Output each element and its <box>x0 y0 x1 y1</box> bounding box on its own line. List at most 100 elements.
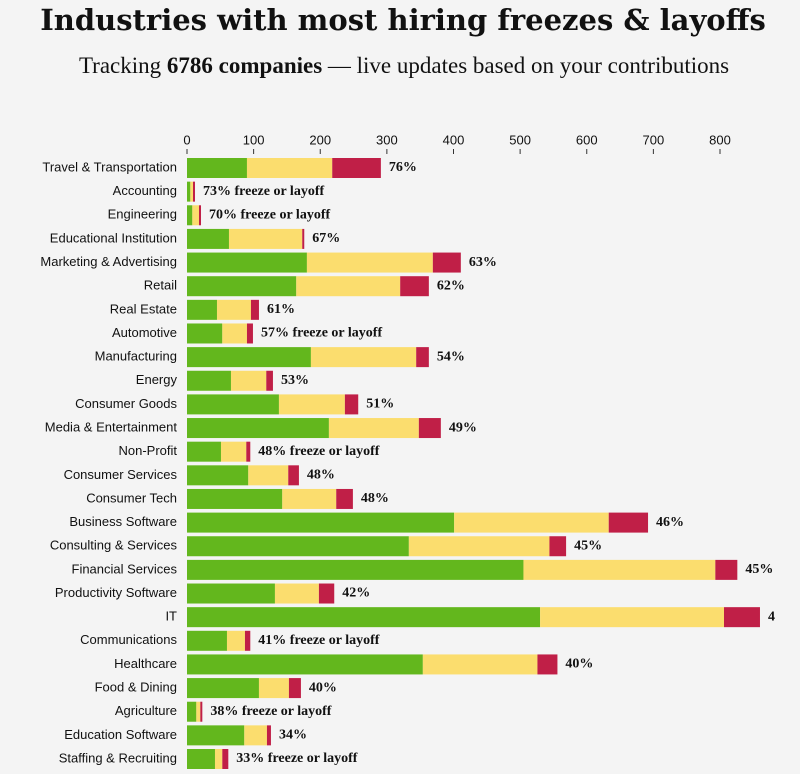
y-tick-label: Food & Dining <box>95 680 177 695</box>
y-tick-label: Financial Services <box>72 561 178 576</box>
bar-segment <box>214 749 223 769</box>
bar-segment <box>266 370 273 391</box>
bar-segment <box>723 607 760 628</box>
bar-segment <box>187 465 249 486</box>
bar-segment <box>187 536 409 557</box>
bar-label: 70% freeze or layoff <box>209 207 330 222</box>
bar-label: 38% freeze or layoff <box>210 704 331 719</box>
y-tick-label: Engineering <box>108 207 177 222</box>
bar-segment <box>187 441 221 462</box>
bar-label: 76% <box>389 160 417 175</box>
bar-segment <box>422 654 538 675</box>
bar-label: 62% <box>437 278 465 293</box>
bar-segment <box>715 559 738 580</box>
bar-segment <box>192 181 195 202</box>
chart-title: Industries with most hiring freezes & la… <box>40 3 766 37</box>
bar-segment <box>230 370 267 391</box>
x-tick-label: 700 <box>643 132 665 147</box>
bar-segment <box>318 583 335 604</box>
bar-segment <box>187 678 259 699</box>
bar-label: 48% <box>307 468 335 483</box>
bar-segment <box>187 181 191 202</box>
bar-segment <box>296 276 401 297</box>
bar-segment <box>288 678 301 699</box>
bar-segment <box>187 488 283 509</box>
bar-segment <box>432 252 461 273</box>
bar-segment <box>226 630 245 651</box>
y-tick-label: IT <box>165 609 177 624</box>
y-tick-label: Automotive <box>112 325 177 340</box>
bar-segment <box>608 512 649 533</box>
bar-segment <box>187 276 297 297</box>
bar-segment <box>222 749 229 769</box>
y-tick-label: Media & Entertainment <box>45 419 178 434</box>
y-tick-label: Staffing & Recruiting <box>59 750 177 765</box>
bar-label: 45% <box>574 538 602 553</box>
y-tick-label: Travel & Transportation <box>42 159 177 174</box>
bar-segment <box>187 323 223 344</box>
y-tick-label: Educational Institution <box>50 230 177 245</box>
bar-label: 33% freeze or layoff <box>236 751 357 766</box>
y-tick-label: Non-Profit <box>118 443 177 458</box>
bar-segment <box>216 299 251 320</box>
bar-segment <box>198 205 201 226</box>
bar-segment <box>336 488 353 509</box>
y-tick-label: Marketing & Advertising <box>40 254 177 269</box>
bar-segment <box>187 630 227 651</box>
y-tick-label: Accounting <box>113 183 177 198</box>
x-tick-label: 500 <box>509 132 531 147</box>
bar-label: 46% <box>656 515 684 530</box>
x-tick-label: 400 <box>443 132 465 147</box>
y-tick-label: Healthcare <box>114 656 177 671</box>
x-tick-label: 200 <box>309 132 331 147</box>
bar-label: 4 <box>768 609 775 624</box>
bar-segment <box>187 701 197 722</box>
y-tick-label: Consumer Services <box>64 467 178 482</box>
bar-segment <box>196 701 201 722</box>
bar-label: 73% freeze or layoff <box>203 184 324 199</box>
x-tick-label: 0 <box>183 132 190 147</box>
bar-label: 61% <box>267 302 295 317</box>
bar-segment <box>187 228 229 249</box>
bar-segment <box>192 205 199 226</box>
x-tick-label: 100 <box>243 132 265 147</box>
bar-label: 57% freeze or layoff <box>261 326 382 341</box>
bar-segment <box>246 158 333 178</box>
bar-segment <box>344 394 359 415</box>
bar-segment <box>258 678 289 699</box>
y-tick-label: Real Estate <box>110 301 177 316</box>
y-tick-label: Consulting & Services <box>50 538 178 553</box>
subtitle-suffix: — live updates based on your contributio… <box>327 53 729 78</box>
bar-label: 53% <box>281 373 309 388</box>
bar-label: 41% freeze or layoff <box>258 633 379 648</box>
bar-segment <box>187 559 524 580</box>
bar-segment <box>248 465 289 486</box>
bar-label: 48% freeze or layoff <box>258 444 379 459</box>
bar-segment <box>332 158 381 178</box>
y-tick-label: Agriculture <box>115 703 177 718</box>
bar-segment <box>537 654 558 675</box>
bar-segment <box>328 418 419 439</box>
y-tick-label: Education Software <box>64 727 177 742</box>
subtitle-prefix: Tracking <box>79 53 162 78</box>
bar-segment <box>190 181 193 202</box>
bar-segment <box>246 441 251 462</box>
x-tick-label: 600 <box>576 132 598 147</box>
y-tick-label: Communications <box>80 632 177 647</box>
bar-segment <box>523 559 716 580</box>
bar-segment <box>400 276 429 297</box>
bar-segment <box>200 701 203 722</box>
bar-segment <box>187 583 275 604</box>
bar-label: 34% <box>279 728 307 743</box>
bar-segment <box>187 654 423 675</box>
bar-segment <box>274 583 319 604</box>
bar-segment <box>418 418 441 439</box>
bar-segment <box>310 347 417 368</box>
bar-segment <box>549 536 567 557</box>
chart-subtitle: Tracking 6786 companies — live updates b… <box>79 53 729 78</box>
bar-segment <box>187 394 279 415</box>
bar-segment <box>187 347 311 368</box>
y-tick-label: Retail <box>144 278 177 293</box>
x-tick-label: 300 <box>376 132 398 147</box>
